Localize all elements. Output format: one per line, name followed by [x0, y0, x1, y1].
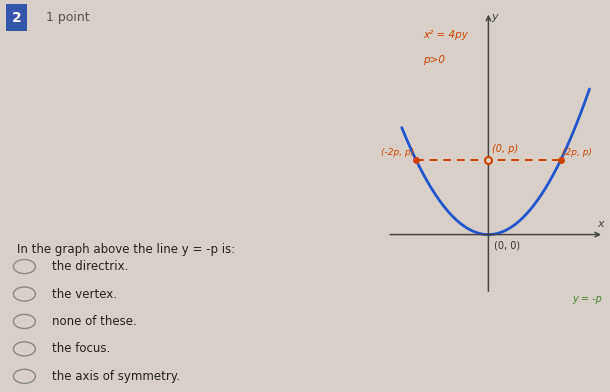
Text: the directrix.: the directrix.	[52, 260, 128, 273]
Text: p>0: p>0	[423, 55, 445, 65]
Text: none of these.: none of these.	[52, 315, 137, 328]
FancyBboxPatch shape	[6, 4, 27, 31]
Text: x: x	[597, 219, 604, 229]
Text: the vertex.: the vertex.	[52, 287, 117, 301]
Text: (0, 0): (0, 0)	[494, 241, 520, 250]
Text: y = -p: y = -p	[572, 294, 602, 304]
Text: (0, p): (0, p)	[492, 144, 518, 154]
Text: (-2p, p): (-2p, p)	[381, 148, 414, 156]
Text: 1 point: 1 point	[46, 11, 90, 24]
Text: y: y	[491, 12, 498, 22]
Text: the focus.: the focus.	[52, 342, 110, 356]
Text: the axis of symmetry.: the axis of symmetry.	[52, 370, 180, 383]
Text: In the graph above the line y = -p is:: In the graph above the line y = -p is:	[17, 243, 235, 256]
Text: 2: 2	[12, 11, 21, 25]
Text: (2p, p): (2p, p)	[562, 148, 592, 156]
Text: x² = 4py: x² = 4py	[423, 30, 468, 40]
